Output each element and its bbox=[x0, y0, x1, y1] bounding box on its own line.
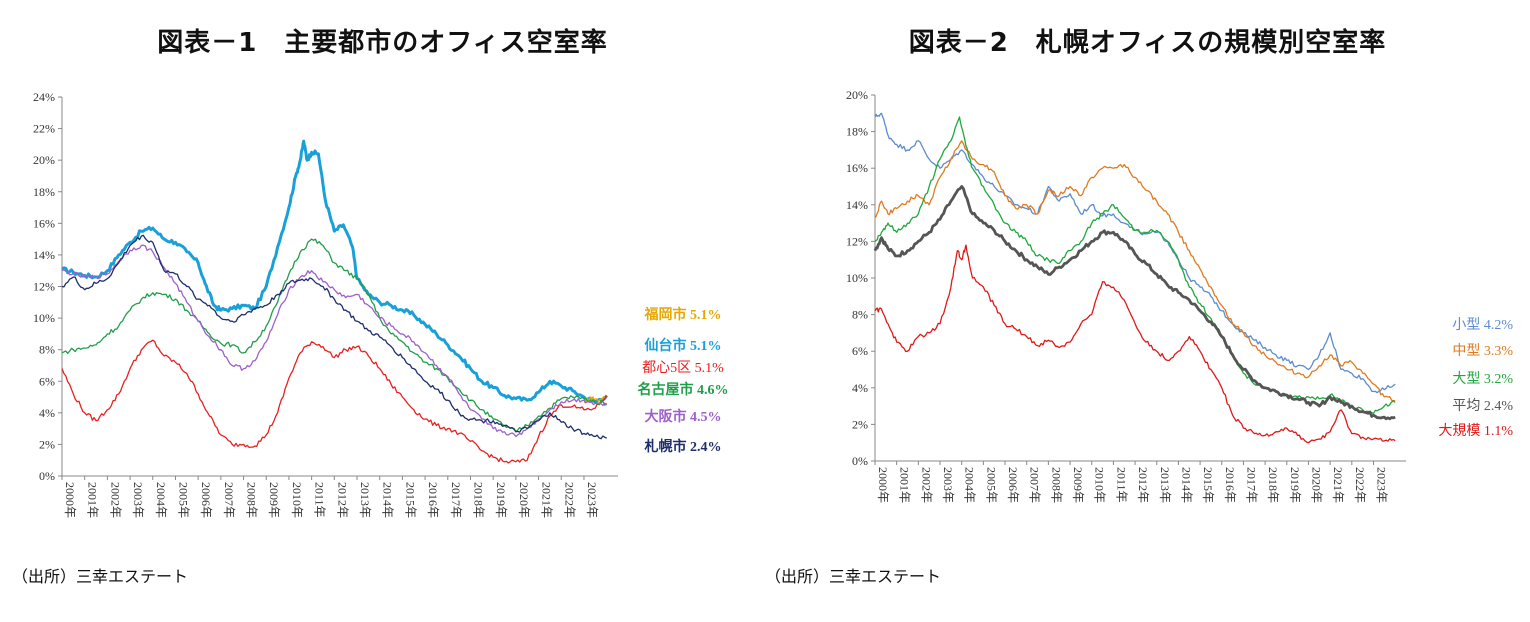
series-line-medium bbox=[874, 140, 1396, 402]
x-tick-label: 2009年 bbox=[267, 482, 281, 518]
y-tick-label: 10% bbox=[33, 311, 55, 325]
chart-2-svg: 0% 2% 4% 6% 8% 10% 12% 14% 16% 18% 20% 2000年 2001年 20… bbox=[846, 88, 1513, 503]
y-tick-label: 20% bbox=[33, 153, 55, 167]
y-tick-label: 0% bbox=[39, 469, 55, 483]
y-tick-label: 16% bbox=[846, 161, 868, 175]
x-tick-label: 2006年 bbox=[199, 482, 213, 518]
x-tick-label: 2003年 bbox=[131, 482, 145, 518]
x-tick-label: 2011年 bbox=[313, 482, 327, 518]
x-tick-label: 2019年 bbox=[494, 482, 508, 518]
x-tick-label: 2011年 bbox=[1114, 467, 1128, 503]
y-tick-label: 12% bbox=[846, 234, 868, 248]
x-tick-label: 2018年 bbox=[471, 482, 485, 518]
x-tick-label: 2001年 bbox=[898, 467, 912, 503]
y-tick-label: 14% bbox=[846, 198, 868, 212]
y-tick-label: 6% bbox=[852, 344, 868, 358]
series-label-osaka: 大阪市 4.5% bbox=[645, 408, 722, 425]
series-label-average: 平均 2.4% bbox=[1452, 398, 1513, 414]
x-tick-label: 2008年 bbox=[1049, 467, 1063, 503]
x-tick-label: 2005年 bbox=[984, 467, 998, 503]
series-line-nagoya bbox=[61, 238, 608, 433]
x-tick-label: 2007年 bbox=[1028, 467, 1042, 503]
series-label-tokyo: 都心5区 5.1% bbox=[642, 360, 724, 376]
series-label-sendai: 仙台市 5.1% bbox=[645, 337, 722, 354]
x-tick-label: 2019年 bbox=[1288, 467, 1302, 503]
x-tick-label: 2016年 bbox=[426, 482, 440, 518]
y-tick-label: 0% bbox=[852, 454, 868, 468]
y-tick-label: 8% bbox=[39, 343, 55, 357]
chart-2-source: （出所）三幸エステート bbox=[765, 567, 942, 586]
x-tick-label: 2016年 bbox=[1223, 467, 1237, 503]
x-tick-label: 2022年 bbox=[562, 482, 576, 518]
x-tick-label: 2014年 bbox=[1179, 467, 1193, 503]
y-tick-label: 14% bbox=[33, 248, 55, 262]
series-line-tokyo bbox=[61, 339, 608, 464]
x-tick-label: 2023年 bbox=[1374, 467, 1388, 503]
chart-panel-2: 図表－2 札幌オフィスの規模別空室率 0% 2% 4% 6% 8% 10% 12% 14% 16… bbox=[765, 0, 1530, 622]
series-line-sapporo bbox=[61, 234, 607, 440]
x-tick-label: 2000年 bbox=[63, 482, 77, 518]
series-line-osaka bbox=[61, 244, 608, 438]
x-tick-label: 2015年 bbox=[403, 482, 417, 518]
y-tick-label: 6% bbox=[39, 374, 55, 388]
x-tick-label: 2008年 bbox=[245, 482, 259, 518]
x-tick-label: 2022年 bbox=[1353, 467, 1367, 503]
y-tick-label: 2% bbox=[852, 417, 868, 431]
x-tick-label: 2001年 bbox=[86, 482, 100, 518]
x-tick-label: 2012年 bbox=[1136, 467, 1150, 503]
chart-panel-1: 図表－1 主要都市のオフィス空室率 0% 2% 4% 6% 8% 10% 12% 14% 16%… bbox=[12, 28, 729, 586]
y-tick-label: 24% bbox=[33, 90, 55, 104]
y-tick-label: 18% bbox=[33, 185, 55, 199]
x-tick-label: 2014年 bbox=[381, 482, 395, 518]
series-line-xlarge bbox=[874, 244, 1396, 444]
x-tick-label: 2012年 bbox=[335, 482, 349, 518]
x-tick-label: 2013年 bbox=[358, 482, 372, 518]
y-tick-label: 4% bbox=[39, 406, 55, 420]
y-tick-label: 18% bbox=[846, 125, 868, 139]
x-tick-label: 2020年 bbox=[1309, 467, 1323, 503]
series-label-medium: 中型 3.3% bbox=[1452, 343, 1513, 359]
x-tick-label: 2023年 bbox=[585, 482, 599, 518]
x-tick-label: 2005年 bbox=[176, 482, 190, 518]
x-tick-label: 2000年 bbox=[876, 467, 890, 503]
series-label-sapporo: 札幌市 2.4% bbox=[644, 438, 722, 455]
series-label-nagoya: 名古屋市 4.6% bbox=[638, 381, 729, 398]
series-line-average bbox=[873, 185, 1396, 421]
series-label-large: 大型 3.2% bbox=[1452, 371, 1513, 387]
x-tick-label: 2018年 bbox=[1266, 467, 1280, 503]
x-tick-label: 2009年 bbox=[1071, 467, 1085, 503]
x-tick-label: 2003年 bbox=[941, 467, 955, 503]
x-tick-label: 2002年 bbox=[919, 467, 933, 503]
series-label-small: 小型 4.2% bbox=[1452, 317, 1513, 333]
y-tick-label: 20% bbox=[846, 88, 868, 102]
x-tick-label: 2021年 bbox=[540, 482, 554, 518]
series-line-sendai bbox=[61, 139, 608, 404]
series-label-fukuoka: 福岡市 5.1% bbox=[644, 306, 722, 323]
chart-1-source: （出所）三幸エステート bbox=[12, 567, 189, 586]
x-tick-label: 2006年 bbox=[1006, 467, 1020, 503]
x-tick-label: 2021年 bbox=[1331, 467, 1345, 503]
y-tick-label: 10% bbox=[846, 271, 868, 285]
y-tick-label: 22% bbox=[33, 122, 55, 136]
x-tick-label: 2017年 bbox=[1244, 467, 1258, 503]
x-tick-label: 2010年 bbox=[290, 482, 304, 518]
x-tick-label: 2007年 bbox=[222, 482, 236, 518]
y-tick-label: 2% bbox=[39, 437, 55, 451]
x-tick-label: 2020年 bbox=[517, 482, 531, 518]
y-tick-label: 4% bbox=[852, 381, 868, 395]
series-label-xlarge: 大規模 1.1% bbox=[1438, 423, 1513, 439]
y-tick-label: 8% bbox=[852, 308, 868, 322]
x-tick-label: 2004年 bbox=[963, 467, 977, 503]
x-tick-label: 2015年 bbox=[1201, 467, 1215, 503]
chart-2-title: 図表－2 札幌オフィスの規模別空室率 bbox=[908, 28, 1387, 58]
x-tick-label: 2010年 bbox=[1093, 467, 1107, 503]
x-tick-label: 2013年 bbox=[1158, 467, 1172, 503]
chart-1-svg: 0% 2% 4% 6% 8% 10% 12% 14% 16% 18% 20% 22% 24% 2000年 2… bbox=[33, 90, 729, 518]
x-tick-label: 2004年 bbox=[154, 482, 168, 518]
x-tick-label: 2017年 bbox=[449, 482, 463, 518]
y-tick-label: 12% bbox=[33, 280, 55, 294]
x-tick-label: 2002年 bbox=[108, 482, 122, 518]
y-tick-label: 16% bbox=[33, 216, 55, 230]
chart-1-title: 図表－1 主要都市のオフィス空室率 bbox=[157, 28, 608, 58]
